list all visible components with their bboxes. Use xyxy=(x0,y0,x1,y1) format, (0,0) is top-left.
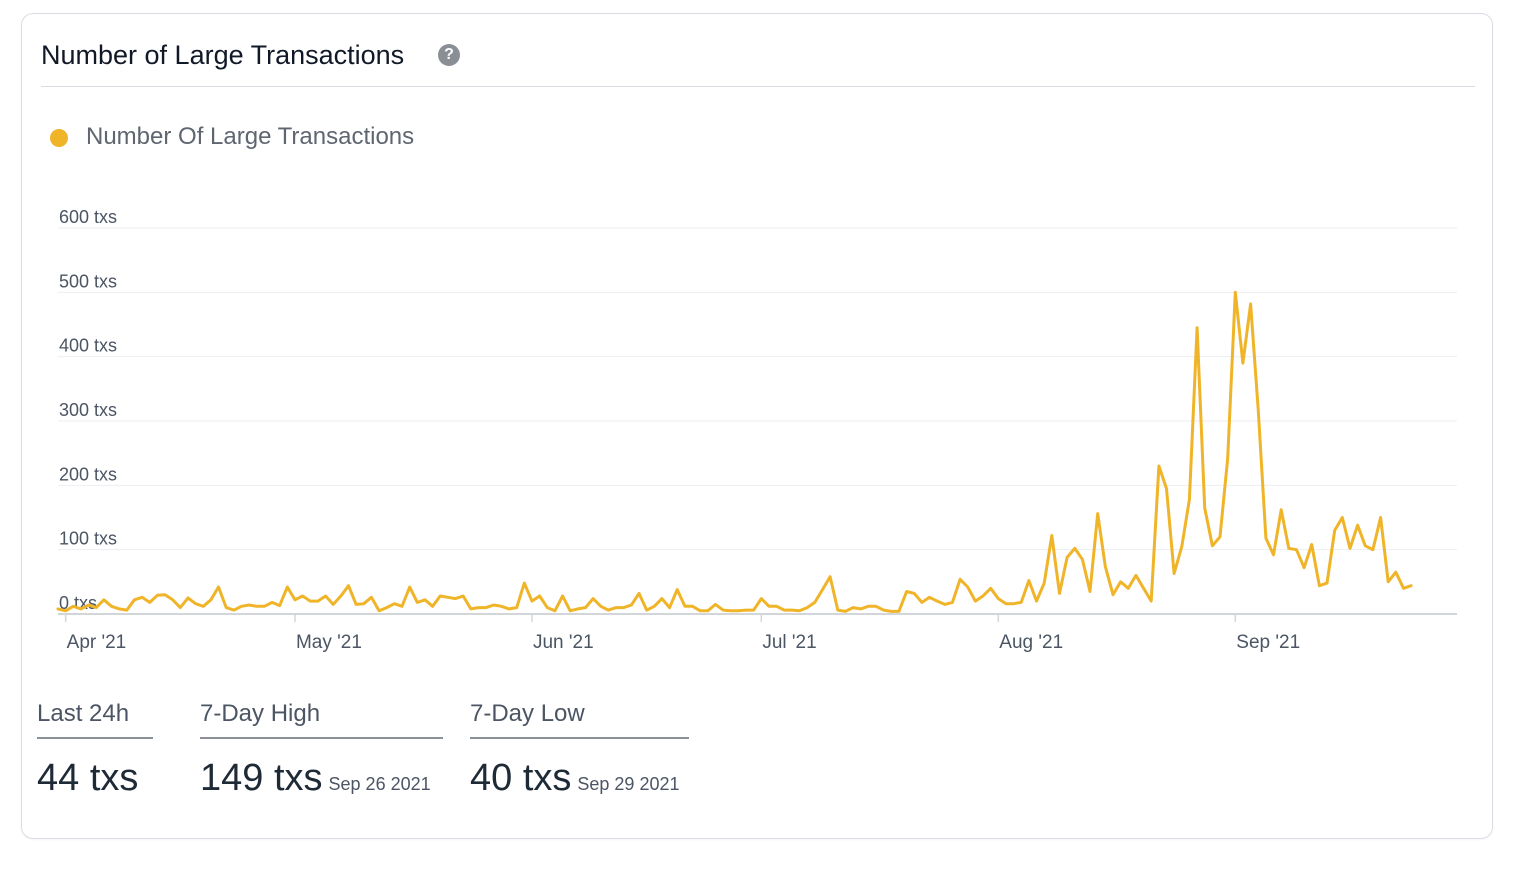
series-layer xyxy=(56,290,1413,613)
stat-last-24h: Last 24h 44 txs xyxy=(37,700,153,800)
y-tick-label: 600 txs xyxy=(59,207,117,227)
y-tick-label: 300 txs xyxy=(59,400,117,420)
x-tick-label: Jul '21 xyxy=(762,632,816,653)
large-transactions-card: Number of Large Transactions ? xyxy=(21,13,1493,839)
y-tick-label: 400 txs xyxy=(59,336,117,356)
stat-value: 44 txs xyxy=(37,757,139,799)
stat-7day-high: 7-Day High 149 txs Sep 26 2021 xyxy=(200,700,443,800)
x-tick-label: Aug '21 xyxy=(999,632,1063,653)
y-tick-label: 100 txs xyxy=(59,529,117,549)
x-tick-label: May '21 xyxy=(296,632,362,653)
stat-date: Sep 29 2021 xyxy=(577,774,680,794)
card-header: Number of Large Transactions ? xyxy=(41,40,1475,87)
card-title: Number of Large Transactions xyxy=(41,40,405,70)
series-line xyxy=(56,290,1413,613)
question-circle-icon[interactable]: ? xyxy=(438,44,460,66)
stat-label: 7-Day Low xyxy=(470,700,689,739)
x-tick-label: Apr '21 xyxy=(67,632,127,653)
grid-lines xyxy=(58,227,1457,551)
y-tick-label: 200 txs xyxy=(59,464,117,484)
x-tick-label: Jun '21 xyxy=(533,632,594,653)
stat-label: 7-Day High xyxy=(200,700,443,739)
stat-value: 40 txs xyxy=(470,757,572,799)
x-axis: Apr '21 May '21 Jun '21 Jul '21 Aug '21 Sep '… xyxy=(58,613,1457,653)
stats-row: Last 24h 44 txs 7-Day High 149 txs Sep 26… xyxy=(37,700,737,810)
x-tick-label: Sep '21 xyxy=(1236,632,1300,653)
legend-dot-icon xyxy=(50,129,68,147)
y-tick-label: 500 txs xyxy=(59,271,117,291)
stat-value: 149 txs xyxy=(200,757,323,799)
stat-label: Last 24h xyxy=(37,700,153,739)
stat-7day-low: 7-Day Low 40 txs Sep 29 2021 xyxy=(470,700,689,800)
stat-date: Sep 26 2021 xyxy=(328,774,431,794)
legend-label: Number Of Large Transactions xyxy=(86,123,415,150)
